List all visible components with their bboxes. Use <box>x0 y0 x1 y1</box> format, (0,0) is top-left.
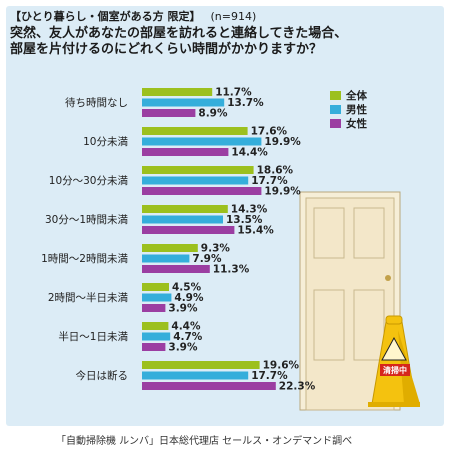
category-label: 30分～1時間未満 <box>45 214 129 226</box>
bar-all <box>142 166 254 174</box>
value-label-male: 17.7% <box>251 175 288 187</box>
category-label: 半日～1日未満 <box>58 330 128 343</box>
value-label-all: 18.6% <box>257 165 294 177</box>
bar-female <box>142 304 166 312</box>
chart-title: 突然、友人があなたの部屋を訪れると連絡してきた場合、 部屋を片付けるのにどれくら… <box>10 26 440 58</box>
bar-female <box>142 382 276 390</box>
value-label-all: 4.4% <box>171 321 201 333</box>
bar-male <box>142 137 262 146</box>
title-line-1: 突然、友人があなたの部屋を訪れると連絡してきた場合、 <box>10 26 348 41</box>
bar-female <box>142 265 210 273</box>
value-label-female: 15.4% <box>237 225 274 237</box>
legend: 全体 男性 女性 <box>330 88 367 130</box>
legend-swatch-all <box>330 90 341 100</box>
value-label-female: 3.9% <box>168 303 198 315</box>
category-label: 1時間～2時間未満 <box>41 253 128 265</box>
bar-female <box>142 343 166 351</box>
value-label-male: 17.7% <box>251 370 288 382</box>
warning-icon <box>381 336 407 361</box>
bar-female <box>142 148 229 156</box>
bar-male <box>142 215 223 224</box>
bar-female <box>142 187 262 195</box>
sample-size: (n=914) <box>210 10 257 23</box>
value-label-female: 8.9% <box>198 108 228 120</box>
value-label-male: 4.9% <box>174 292 204 304</box>
legend-label-female: 女性 <box>346 117 367 130</box>
legend-swatch-female <box>330 118 341 128</box>
bar-all <box>142 88 213 96</box>
value-label-male: 4.7% <box>173 331 203 343</box>
value-label-all: 11.7% <box>215 87 252 99</box>
sign-text: 清掃中 <box>383 365 407 375</box>
category-label: 10分～30分未満 <box>49 175 129 187</box>
category-label: 待ち時間なし <box>65 96 128 109</box>
value-label-female: 14.4% <box>231 147 268 159</box>
legend-label-all: 全体 <box>346 89 367 102</box>
subtitle-text: 【ひとり暮らし・個室がある方 限定】 <box>10 10 201 23</box>
value-label-male: 7.9% <box>192 253 222 265</box>
bars-group: 待ち時間なし11.7%13.7%8.9%10分未満17.6%19.9%14.4%… <box>41 87 316 393</box>
chart-header: 【ひとり暮らし・個室がある方 限定】 (n=914) 突然、友人があなたの部屋を訪… <box>10 10 440 58</box>
bar-female <box>142 109 196 117</box>
bar-all <box>142 361 260 369</box>
legend-item-all: 全体 <box>330 88 367 102</box>
bar-all <box>142 244 198 252</box>
bar-male <box>142 176 249 185</box>
value-label-all: 17.6% <box>251 126 288 138</box>
bar-male <box>142 293 172 302</box>
value-label-all: 9.3% <box>201 243 231 255</box>
value-label-female: 22.3% <box>279 381 316 393</box>
category-label: 今日は断る <box>76 369 129 382</box>
bar-all <box>142 205 228 213</box>
value-label-all: 19.6% <box>263 360 300 372</box>
value-label-female: 3.9% <box>168 342 198 354</box>
legend-item-male: 男性 <box>330 102 367 116</box>
value-label-male: 13.5% <box>226 214 263 226</box>
value-label-female: 11.3% <box>213 264 250 276</box>
value-label-male: 13.7% <box>227 97 264 109</box>
value-label-male: 19.9% <box>264 136 301 148</box>
cleaning-sign-illustration: 清掃中 <box>368 315 420 407</box>
bar-all <box>142 322 169 330</box>
category-label: 10分未満 <box>83 136 128 148</box>
source-note: 「自動掃除機 ルンバ」日本総代理店 セールス・オンデマンド調べ <box>56 436 353 447</box>
bar-female <box>142 226 235 234</box>
bar-all <box>142 127 248 135</box>
legend-item-female: 女性 <box>330 116 367 130</box>
bar-male <box>142 371 249 380</box>
value-label-female: 19.9% <box>264 186 301 198</box>
chart-subtitle: 【ひとり暮らし・個室がある方 限定】 (n=914) <box>10 10 440 24</box>
door-knob-icon <box>385 275 391 281</box>
value-label-all: 4.5% <box>172 282 202 294</box>
legend-label-male: 男性 <box>346 103 367 116</box>
bar-male <box>142 254 190 263</box>
bar-male <box>142 98 225 107</box>
category-label: 2時間～半日未満 <box>48 291 129 304</box>
legend-swatch-male <box>330 104 341 114</box>
bar-all <box>142 283 169 291</box>
title-line-2: 部屋を片付けるのにどれくらい時間がかかりますか？ <box>10 42 323 57</box>
value-label-all: 14.3% <box>231 204 268 216</box>
bar-male <box>142 332 171 341</box>
